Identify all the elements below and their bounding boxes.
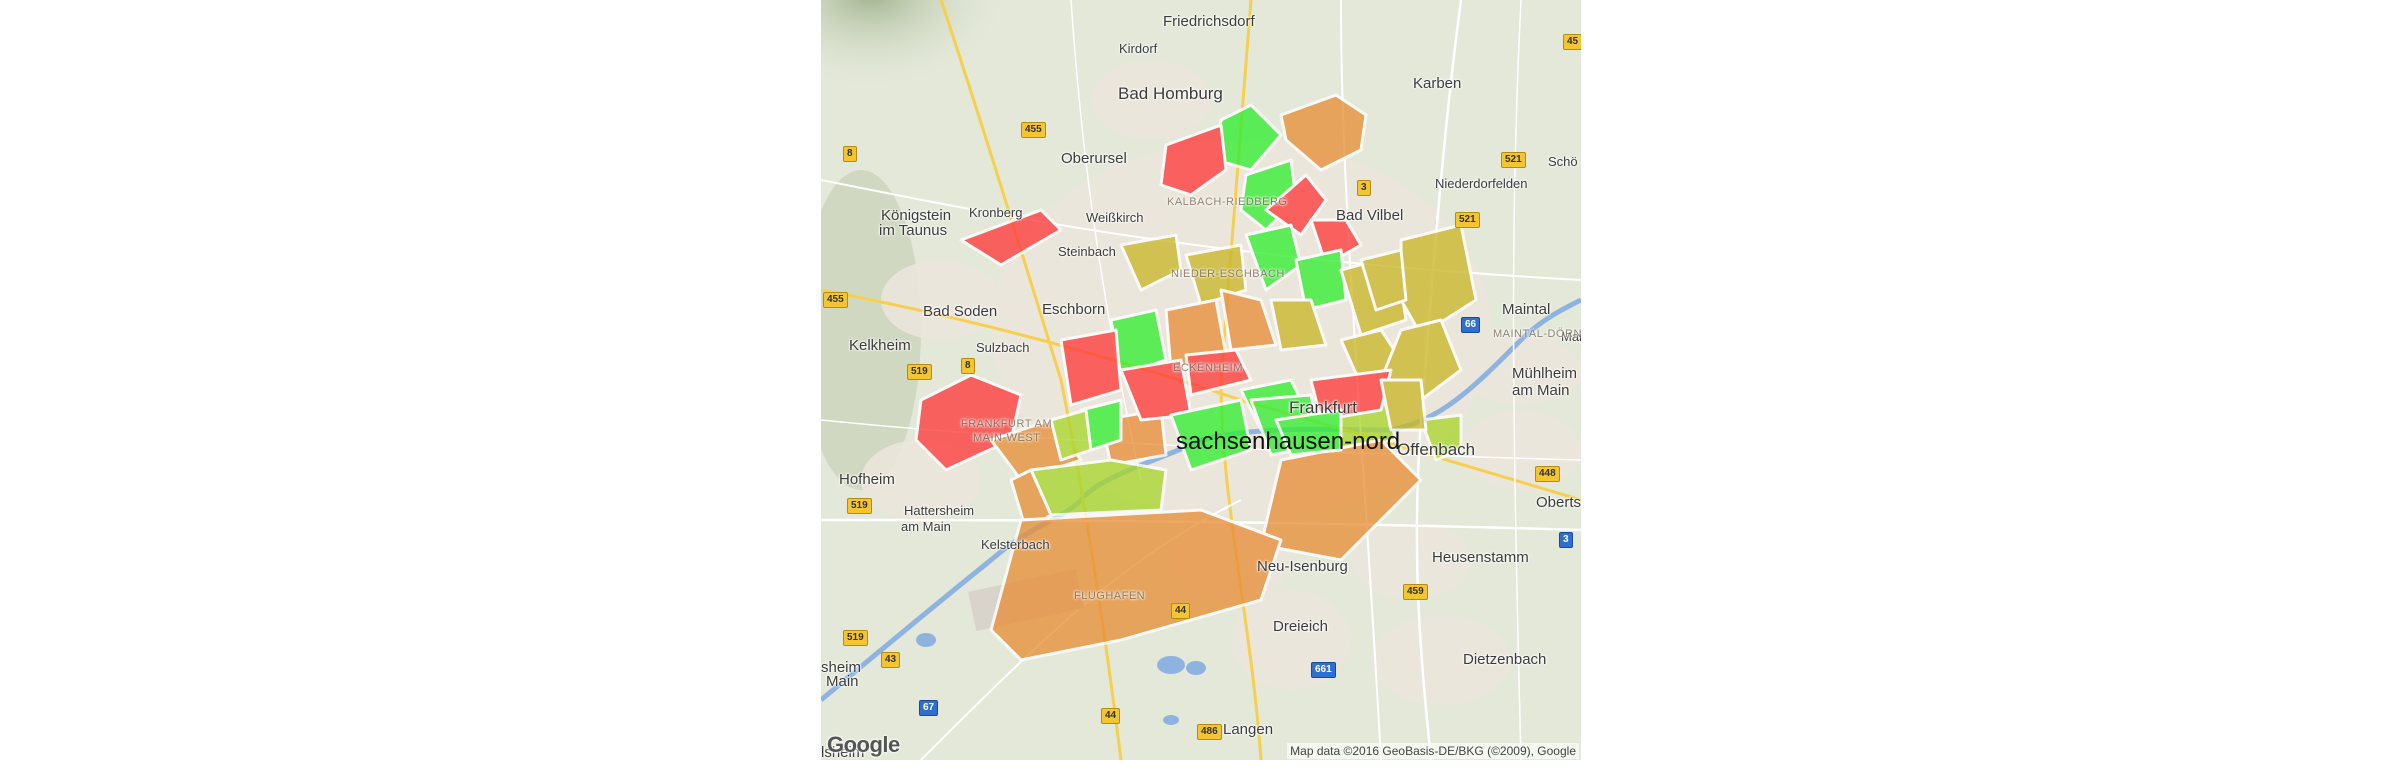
road-shield: 44 xyxy=(1101,708,1121,724)
place-label: Karben xyxy=(1413,75,1462,92)
district-orange[interactable] xyxy=(1259,438,1423,562)
place-label: Main xyxy=(826,673,859,690)
district-orange[interactable] xyxy=(989,508,1283,662)
district-olive[interactable] xyxy=(1379,378,1428,432)
road-shield: 66 xyxy=(1461,317,1481,333)
place-label: Hattersheim xyxy=(904,503,975,518)
district-red[interactable] xyxy=(959,208,1063,267)
district-name-label: MAINTAL-DÖRNIGH xyxy=(1493,328,1581,340)
road-shield: 519 xyxy=(847,498,872,514)
road-shield: 459 xyxy=(1403,584,1428,600)
taunus-hills xyxy=(821,0,1171,230)
district-red[interactable] xyxy=(1159,123,1228,197)
district-name-label: MAIN-WEST xyxy=(973,432,1041,444)
place-label: Weißkirch xyxy=(1086,210,1144,225)
place-label: Kirdorf xyxy=(1119,41,1158,56)
map-canvas[interactable] xyxy=(821,0,1581,760)
district-olive[interactable] xyxy=(1359,248,1408,312)
road-shield: 8 xyxy=(961,358,975,374)
place-label: Offenbach xyxy=(1397,440,1476,459)
place-label: Dietzenbach xyxy=(1463,651,1547,668)
place-label: Maintal xyxy=(1502,301,1551,318)
road-shield: 8 xyxy=(843,146,857,162)
district-green[interactable] xyxy=(1274,408,1343,457)
road-shield: 448 xyxy=(1535,466,1560,482)
map-attribution[interactable]: Map data ©2016 GeoBasis-DE/BKG (©2009), … xyxy=(1287,743,1579,759)
place-label: Kronberg xyxy=(969,205,1023,220)
place-label: Kelsterbach xyxy=(981,537,1050,552)
place-label: Bad Homburg xyxy=(1118,84,1223,103)
district-orange[interactable] xyxy=(1009,468,1053,532)
place-label: Eschborn xyxy=(1042,301,1106,318)
district-name-label: KALBACH-RIEDBERG xyxy=(1167,196,1288,208)
district-name-label: NIEDER-ESCHBACH xyxy=(1171,268,1285,280)
place-label: Niederdorfelden xyxy=(1435,176,1528,191)
google-logo: Google xyxy=(827,732,900,757)
district-green[interactable] xyxy=(1169,398,1253,472)
road-shield: 3 xyxy=(1559,532,1573,548)
place-label: Steinbach xyxy=(1058,244,1116,259)
district-olive[interactable] xyxy=(1119,233,1183,292)
place-label: Dreieich xyxy=(1273,618,1329,635)
place-label: Kelkheim xyxy=(849,337,911,354)
place-label: am Main xyxy=(901,519,951,534)
district-olive[interactable] xyxy=(1269,298,1328,352)
district-lime[interactable] xyxy=(1029,458,1168,517)
place-label: Mühlheim xyxy=(1512,365,1578,382)
road-shield: 519 xyxy=(907,364,932,380)
place-label: Sulzbach xyxy=(976,340,1030,355)
road-shield: 661 xyxy=(1311,662,1336,678)
district-green[interactable] xyxy=(1294,248,1348,312)
place-label: Bad Vilbel xyxy=(1336,207,1404,224)
place-label: Neu-Isenburg xyxy=(1257,558,1348,575)
district-name-label: FRANKFURT AM xyxy=(961,418,1053,430)
district-lime[interactable] xyxy=(1049,408,1093,462)
place-label: Oberursel xyxy=(1061,150,1127,167)
district-layer[interactable] xyxy=(914,93,1478,662)
district-red[interactable] xyxy=(1309,368,1393,422)
road-shield: 521 xyxy=(1455,212,1480,228)
place-label: Schö xyxy=(1548,154,1578,169)
district-red[interactable] xyxy=(1059,328,1123,407)
place-label: Hofheim xyxy=(839,471,895,488)
district-name-label: FLUGHAFEN xyxy=(1074,590,1146,602)
district-hover-label: sachsenhausen-nord xyxy=(1176,428,1401,455)
place-label: sheim xyxy=(821,659,862,676)
road-shield: 455 xyxy=(1021,122,1046,138)
district-orange[interactable] xyxy=(1279,93,1368,172)
district-orange[interactable] xyxy=(1219,288,1278,352)
hills-west xyxy=(821,170,921,490)
district-red[interactable] xyxy=(1184,348,1253,397)
place-label: Heusenstamm xyxy=(1432,549,1529,566)
place-label: Bad Soden xyxy=(923,303,998,320)
road-shield: 519 xyxy=(843,630,868,646)
road-shield: 455 xyxy=(823,292,848,308)
road-shield: 486 xyxy=(1197,724,1222,740)
place-label: Langen xyxy=(1223,721,1274,738)
road-shield: 45 xyxy=(1563,34,1581,50)
place-label: Königstein xyxy=(881,207,952,224)
place-label: Main xyxy=(1561,329,1581,344)
road-shield: 67 xyxy=(919,700,939,716)
place-label: lsheim xyxy=(821,744,865,760)
road-shield: 44 xyxy=(1171,603,1191,619)
district-name-label: ECKENHEIM xyxy=(1173,362,1243,374)
district-lime[interactable] xyxy=(1419,413,1463,462)
lakes xyxy=(916,633,1206,725)
map-view[interactable]: Friedrichsdorf Kirdorf Bad Homburg Karben Ob… xyxy=(821,0,1581,760)
road-shield: 521 xyxy=(1501,152,1526,168)
district-olive[interactable] xyxy=(1184,243,1248,307)
place-label: am Main xyxy=(1512,382,1570,399)
place-label: Oberts xyxy=(1536,494,1581,511)
road-shield: 3 xyxy=(1357,180,1371,196)
place-label: Frankfurt xyxy=(1289,398,1358,417)
place-label: Friedrichsdorf xyxy=(1163,13,1255,30)
place-label: im Taunus xyxy=(879,222,948,239)
road-shield: 43 xyxy=(881,652,901,668)
